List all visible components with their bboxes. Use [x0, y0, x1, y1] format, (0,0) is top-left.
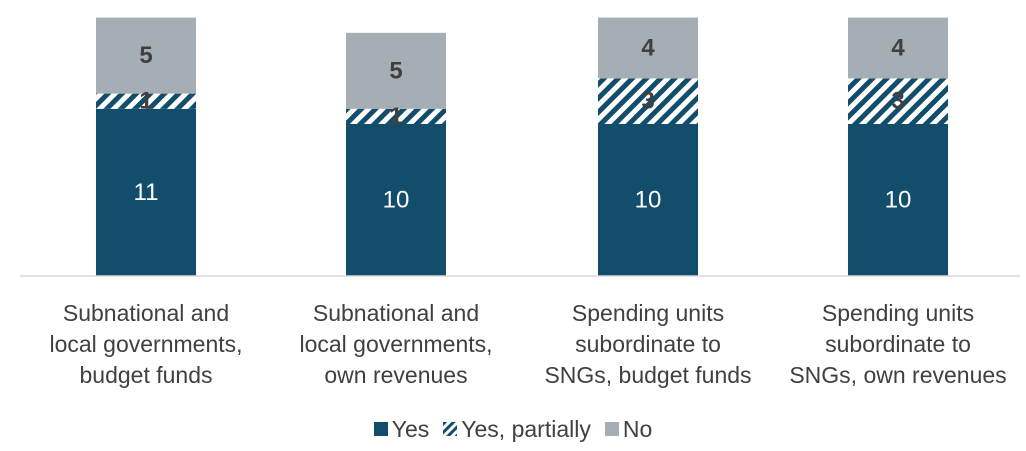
data-label-no-1: 5	[139, 42, 152, 69]
data-label-no-2: 5	[389, 57, 402, 84]
category-label-4: Spending units subordinate to SNGs, own …	[773, 298, 1023, 391]
legend: Yes Yes, partially No	[0, 414, 1026, 444]
data-label-yes-partially-1: 1	[139, 88, 152, 115]
data-label-yes-partially-4: 3	[891, 88, 904, 115]
category-label-3: Spending units subordinate to SNGs, budg…	[523, 298, 773, 391]
data-label-yes-partially-2: 1	[389, 103, 402, 130]
data-label-no-3: 4	[641, 35, 655, 62]
category-label-1: Subnational and local governments, budge…	[21, 298, 271, 391]
legend-swatch-no	[605, 422, 619, 436]
data-label-yes-2: 10	[383, 187, 410, 214]
legend-label-yes-partially: Yes, partially	[461, 416, 591, 443]
data-label-yes-1: 11	[134, 179, 159, 206]
legend-swatch-yes	[374, 422, 388, 436]
legend-item-no: No	[605, 416, 652, 443]
legend-swatch-yes-partially	[443, 422, 457, 436]
data-label-no-4: 4	[891, 35, 905, 62]
legend-label-yes: Yes	[392, 416, 430, 443]
legend-item-yes-partially: Yes, partially	[443, 416, 591, 443]
legend-label-no: No	[623, 416, 652, 443]
legend-item-yes: Yes	[374, 416, 430, 443]
data-label-yes-3: 10	[635, 187, 662, 214]
data-label-yes-4: 10	[885, 187, 912, 214]
data-label-yes-partially-3: 3	[641, 88, 654, 115]
category-label-2: Subnational and local governments, own r…	[271, 298, 521, 391]
